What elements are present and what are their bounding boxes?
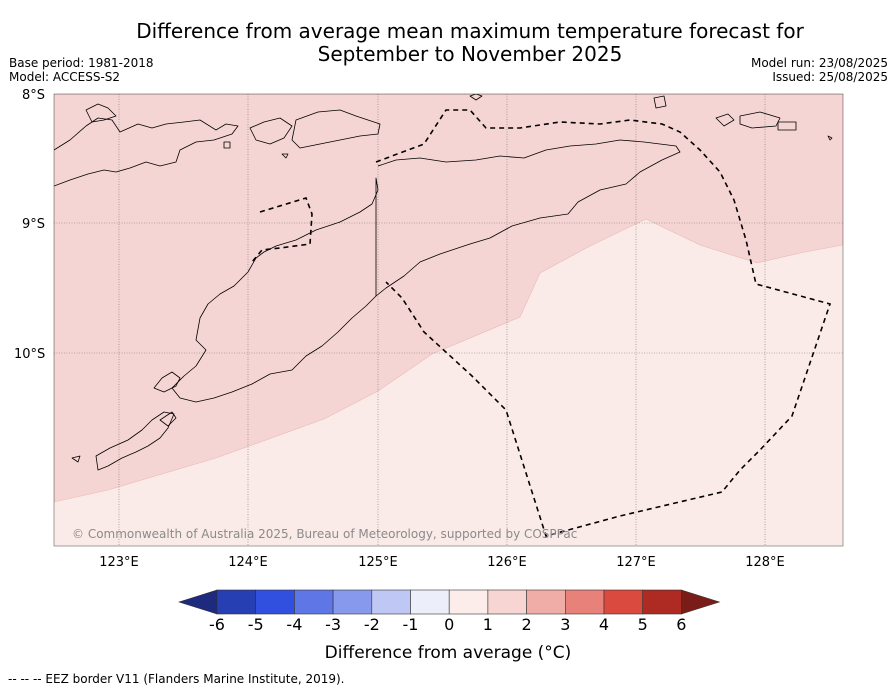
title-line-2: September to November 2025	[317, 42, 623, 66]
coastlines	[54, 94, 833, 471]
colorbar: -6 -5 -4 -3 -2 -1 0 1 2 3 4 5 6	[178, 589, 721, 634]
lon-label-127e: 127°E	[616, 555, 656, 570]
copyright-notice: © Commonwealth of Australia 2025, Bureau…	[72, 527, 577, 541]
eez-oecusse	[251, 197, 313, 263]
base-period: Base period: 1981-2018	[9, 56, 154, 70]
colorbar-tick-label: 1	[483, 615, 493, 634]
colorbar-tick-label: 4	[599, 615, 609, 634]
leti-islands	[715, 113, 735, 127]
small-island-2	[281, 153, 289, 159]
colorbar-tick-label: -4	[286, 615, 302, 634]
lon-label-125e: 125°E	[358, 555, 398, 570]
lon-label-123e: 123°E	[99, 555, 139, 570]
roti-island	[95, 411, 175, 471]
lat-label-10s: 10°S	[14, 347, 45, 362]
eez-footnote: -- -- -- EEZ border V11 (Flanders Marine…	[8, 672, 345, 686]
colorbar-bin	[487, 589, 527, 615]
colorbar-tick-label: 0	[444, 615, 454, 634]
north-tip	[469, 94, 483, 101]
small-island-1	[223, 141, 231, 149]
colorbar-bin	[642, 589, 682, 615]
ndana-island	[71, 455, 81, 463]
colorbar-tick-label: -3	[325, 615, 341, 634]
colorbar-tick-label: -1	[403, 615, 419, 634]
moa-island	[739, 111, 781, 129]
flores-north	[85, 103, 117, 123]
flores-island	[54, 117, 239, 187]
sawu-island	[159, 411, 177, 427]
map-frame	[53, 93, 844, 547]
colorbar-label: Difference from average (°C)	[324, 643, 572, 663]
colorbar-tick-label: -6	[209, 615, 225, 634]
colorbar-bin	[603, 589, 644, 615]
colorbar-bin	[564, 589, 605, 615]
wetar-island	[375, 139, 681, 297]
timor-island	[171, 177, 379, 403]
small-island-3	[827, 135, 833, 141]
colorbar-bin	[526, 589, 566, 615]
colorbar-tick-label: 2	[522, 615, 532, 634]
colorbar-bin	[216, 589, 257, 615]
alor-solor	[249, 117, 293, 145]
colorbar-bin	[448, 589, 489, 615]
colorbar-tick-label: -5	[248, 615, 264, 634]
eez-timor-leste	[375, 109, 832, 537]
colorbar-bin	[371, 589, 411, 615]
colorbar-bin	[294, 589, 334, 615]
lat-label-9s: 9°S	[22, 217, 45, 232]
eez-border	[251, 109, 832, 537]
meta-left: Base period: 1981-2018 Model: ACCESS-S2	[9, 56, 154, 84]
alor-island	[291, 109, 381, 149]
colorbar-tick-label: 5	[638, 615, 648, 634]
colorbar-bin	[255, 589, 295, 615]
map-title: Difference from average mean maximum tem…	[0, 20, 896, 66]
colorbar-bin	[410, 589, 450, 615]
model-name: Model: ACCESS-S2	[9, 70, 121, 84]
rote-island	[153, 371, 181, 393]
graticule	[54, 94, 843, 546]
colorbar-bin	[332, 589, 373, 615]
lon-label-126e: 126°E	[487, 555, 527, 570]
colorbar-tick-label: 3	[560, 615, 570, 634]
title-line-1: Difference from average mean maximum tem…	[136, 19, 804, 43]
lon-label-124e: 124°E	[228, 555, 268, 570]
issued-date: Issued: 25/08/2025	[772, 70, 888, 84]
colorbar-tick-label: 6	[676, 615, 686, 634]
colorbar-extend-low	[178, 589, 218, 615]
kisar-island	[653, 95, 667, 109]
meta-right: Model run: 23/08/2025 Issued: 25/08/2025	[751, 56, 888, 84]
lat-label-8s: 8°S	[22, 88, 45, 103]
colorbar-tick-label: -2	[364, 615, 380, 634]
lakor-island	[777, 121, 797, 131]
zone-1-to-2	[54, 94, 843, 503]
model-run-date: Model run: 23/08/2025	[750, 56, 888, 70]
colorbar-extend-high	[681, 589, 721, 615]
lon-label-128e: 128°E	[745, 555, 785, 570]
